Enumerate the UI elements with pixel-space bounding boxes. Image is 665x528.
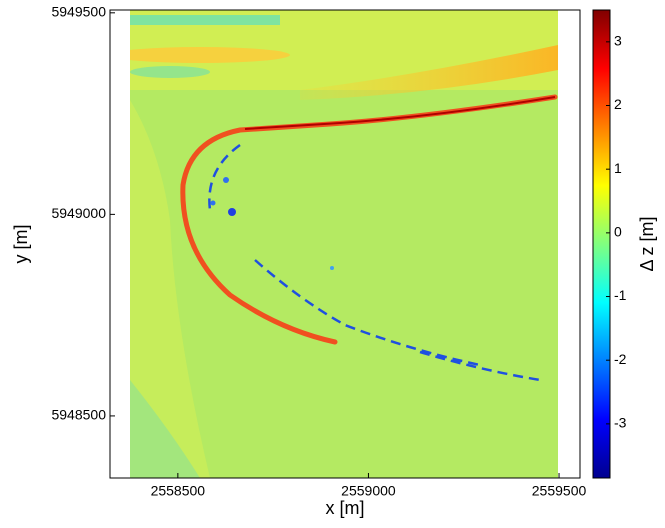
x-axis-title: x [m] [326,498,365,518]
raster [130,10,558,478]
y-tick-label: 5949000 [51,205,106,221]
axes-box [109,9,581,479]
colorbar-title: Δ z [m] [637,216,657,271]
x-tick-label: 2559500 [532,483,587,499]
colorbar-tick-label: 2 [614,96,622,112]
y-axis-title: y [m] [11,225,31,264]
x-tick-label: 2559000 [341,483,396,499]
colorbar-tick-label: 1 [614,160,622,176]
colorbar-tick-label: -1 [614,287,627,303]
colorbar-tick-label: 3 [614,33,622,49]
colorbar-tick-label: 0 [614,224,622,240]
colorbar-tick-label: -3 [614,415,627,431]
colorbar [592,9,611,479]
colorbar-tick-label: -2 [614,351,627,367]
y-tick-label: 5949500 [51,4,106,20]
x-tick-label: 2558500 [151,483,206,499]
y-tick-label: 5948500 [51,407,106,423]
